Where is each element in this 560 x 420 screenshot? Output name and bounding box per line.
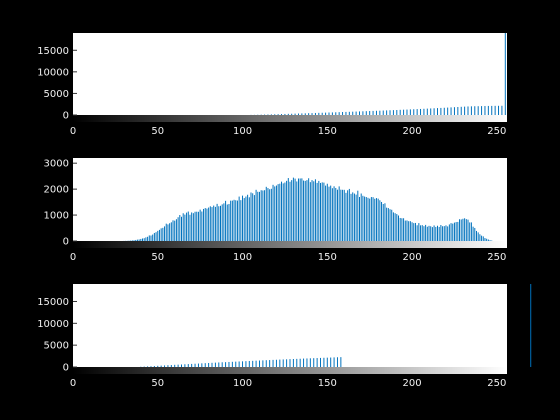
- plot-area-3: [73, 284, 507, 367]
- x-tick-label: 250: [487, 378, 506, 389]
- y-tick-label: 15000: [37, 297, 69, 308]
- x-tick-label: 50: [151, 126, 164, 137]
- plot-area-1: [73, 33, 507, 115]
- x-tick-label: 50: [151, 378, 164, 389]
- grayscale-colorbar-3: [73, 367, 507, 374]
- y-tick-label: 0: [63, 363, 69, 374]
- y-tick-label: 15000: [37, 46, 69, 57]
- histogram-panel-3: 0 5000 10000 15000 0 50 100 150 200 250: [37, 284, 531, 389]
- y-axis-panel-2: 0 1000 2000 3000: [44, 159, 77, 248]
- y-tick-label: 5000: [44, 89, 69, 100]
- grayscale-colorbar-2: [73, 241, 507, 248]
- y-tick-label: 0: [63, 111, 69, 122]
- y-tick-label: 3000: [44, 159, 69, 170]
- x-tick-label: 200: [403, 126, 422, 137]
- x-tick-label: 100: [233, 252, 252, 263]
- x-tick-label: 150: [318, 126, 337, 137]
- x-tick-label: 50: [151, 252, 164, 263]
- y-tick-label: 1000: [44, 211, 69, 222]
- x-axis-panel-2: 0 50 100 150 200 250: [70, 252, 507, 263]
- x-tick-label: 200: [403, 252, 422, 263]
- x-tick-label: 0: [70, 252, 76, 263]
- x-tick-label: 150: [318, 252, 337, 263]
- grayscale-colorbar-1: [73, 115, 507, 122]
- y-tick-label: 10000: [37, 67, 69, 78]
- x-tick-label: 100: [233, 378, 252, 389]
- y-tick-label: 10000: [37, 319, 69, 330]
- x-tick-label: 0: [70, 126, 76, 137]
- y-axis-panel-1: 0 5000 10000 15000: [37, 46, 77, 122]
- y-tick-label: 2000: [44, 185, 69, 196]
- x-tick-label: 250: [487, 252, 506, 263]
- x-tick-label: 100: [233, 126, 252, 137]
- x-tick-label: 250: [487, 126, 506, 137]
- x-axis-panel-3: 0 50 100 150 200 250: [70, 378, 507, 389]
- x-axis-panel-1: 0 50 100 150 200 250: [70, 126, 507, 137]
- y-axis-panel-3: 0 5000 10000 15000: [37, 297, 77, 374]
- histogram-panel-2: 0 1000 2000 3000 0 50 100 150 200 250: [44, 158, 507, 263]
- x-tick-label: 0: [70, 378, 76, 389]
- x-tick-label: 150: [318, 378, 337, 389]
- x-tick-label: 200: [403, 378, 422, 389]
- y-tick-label: 5000: [44, 341, 69, 352]
- y-tick-label: 0: [63, 237, 69, 248]
- histogram-panel-1: 0 5000 10000 15000 0 50 100 150 200 250: [37, 33, 507, 137]
